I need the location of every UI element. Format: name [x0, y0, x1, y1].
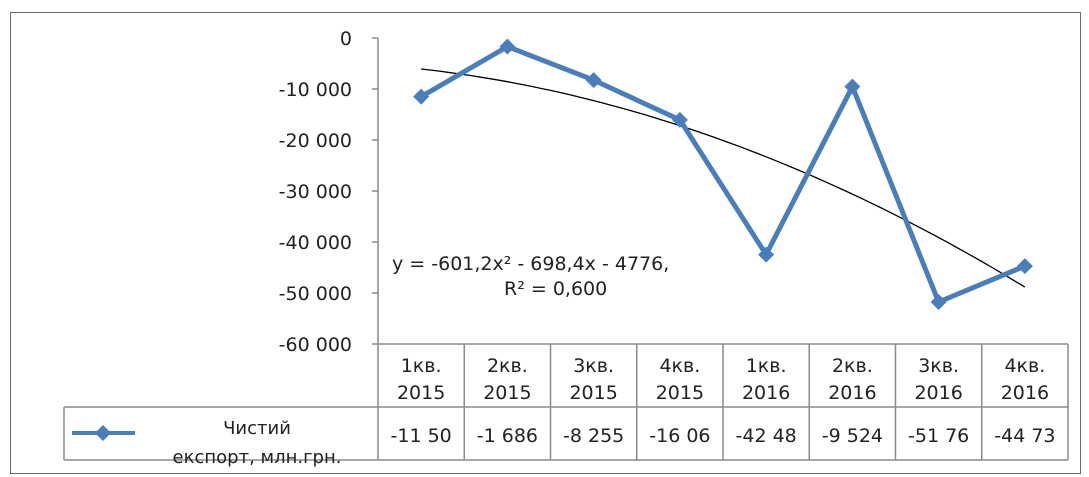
- y-tick-label: 0: [340, 28, 352, 50]
- data-point-marker: [1016, 258, 1033, 275]
- table-cell-value: -9 524: [822, 425, 883, 447]
- x-tick-label: 2016: [828, 382, 876, 404]
- chart-frame: [10, 12, 1081, 474]
- trendline: [421, 68, 1026, 288]
- data-point-marker: [844, 78, 861, 95]
- x-tick-label: 2015: [483, 382, 531, 404]
- data-point-marker: [671, 111, 688, 128]
- x-tick-label: 2016: [1001, 382, 1049, 404]
- data-point-marker: [413, 88, 430, 105]
- table-cell-value: -16 06: [649, 425, 710, 447]
- y-tick-label: -60 000: [279, 334, 352, 356]
- table-cell-value: -44 73: [994, 425, 1055, 447]
- series-line: [413, 38, 1033, 310]
- x-tick-label: 2015: [656, 382, 704, 404]
- table-cell-value: -42 48: [736, 425, 797, 447]
- x-tick-label: 2016: [914, 382, 962, 404]
- trendline-curve: [421, 68, 1026, 288]
- y-tick-label: -10 000: [279, 79, 352, 101]
- legend-marker: [95, 425, 111, 441]
- y-tick-label: -40 000: [279, 232, 352, 254]
- x-tick-label: 3кв.: [918, 355, 959, 377]
- x-tick-label: 3кв.: [573, 355, 614, 377]
- x-tick-label: 4кв.: [659, 355, 700, 377]
- table-cell-value: -8 255: [563, 425, 624, 447]
- x-tick-label: 1кв.: [401, 355, 442, 377]
- x-tick-label: 2015: [397, 382, 445, 404]
- table-cell-value: -1 686: [477, 425, 538, 447]
- x-tick-label: 2016: [742, 382, 790, 404]
- x-axis: 1кв. 2015 2кв. 2015 3кв. 2015 4кв. 2015 1кв. 2016…: [378, 343, 1068, 404]
- legend-label-line1: Чистий: [223, 418, 291, 439]
- legend: Чистий експорт, млн.грн.: [72, 418, 341, 468]
- x-tick-label: 2015: [569, 382, 617, 404]
- series-path: [419, 44, 1026, 305]
- y-axis: 0 -10 000 -20 000 -30 000 -40 000 -50 000 -60 …: [279, 28, 379, 356]
- data-point-marker: [499, 38, 516, 55]
- y-tick-label: -30 000: [279, 181, 352, 203]
- data-point-marker: [758, 246, 775, 263]
- x-tick-label: 2кв.: [832, 355, 873, 377]
- table-cell-value: -51 76: [908, 425, 969, 447]
- x-tick-label: 4кв.: [1004, 355, 1045, 377]
- data-point-marker: [585, 72, 602, 89]
- legend-label-line2: експорт, млн.грн.: [173, 447, 342, 468]
- table-cell-value: -11 50: [391, 425, 452, 447]
- y-tick-label: -50 000: [279, 283, 352, 305]
- data-table: -11 50 -1 686 -8 255 -16 06 -42 48 -9 524 -51 …: [63, 344, 1069, 461]
- x-tick-label: 1кв.: [746, 355, 787, 377]
- trendline-r2: R² = 0,600: [504, 278, 607, 300]
- data-point-marker: [930, 293, 947, 310]
- x-tick-label: 2кв.: [487, 355, 528, 377]
- y-tick-label: -20 000: [279, 130, 352, 152]
- trendline-equation: y = -601,2x² - 698,4x - 4776,: [392, 253, 669, 275]
